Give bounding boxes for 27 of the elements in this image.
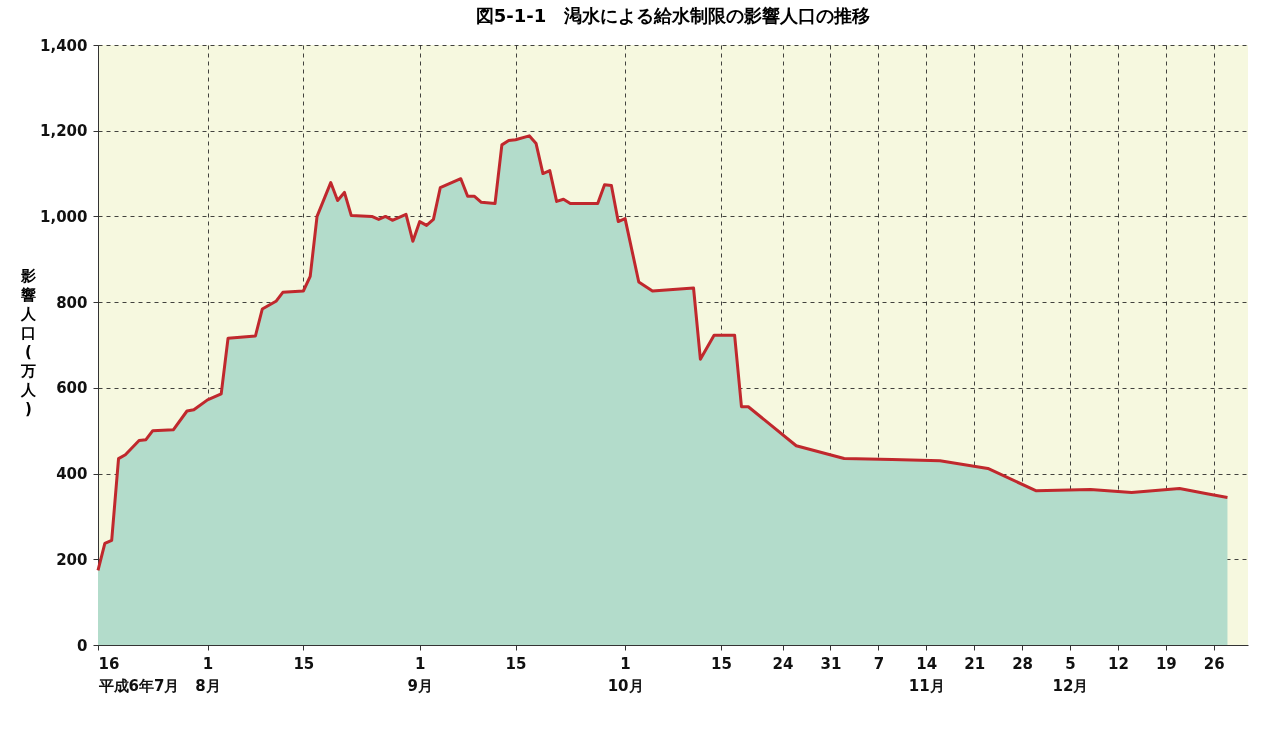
x-tick-label: 21 xyxy=(964,654,986,673)
x-tick-label: 31 xyxy=(820,654,842,673)
x-tick-label: 7 xyxy=(873,654,885,673)
y-tick-label: 200 xyxy=(56,550,88,569)
x-tick-label: 16 平成6年7月 xyxy=(97,654,180,695)
x-tick-label: 14 11月 xyxy=(908,654,945,695)
x-tick-label: 1 8月 xyxy=(195,654,221,695)
x-tick-label: 15 xyxy=(710,654,732,673)
x-tick-label: 19 xyxy=(1155,654,1177,673)
y-tick-label: 0 xyxy=(77,636,88,655)
chart-title: 図5-1-1 渇水による給水制限の影響人口の推移 xyxy=(475,5,871,26)
y-axis-title: 影響人口(万人) xyxy=(20,266,37,418)
x-tick-label: 15 xyxy=(293,654,315,673)
y-tick-label: 400 xyxy=(56,465,88,484)
x-tick-label: 1 10月 xyxy=(607,654,644,695)
x-tick-label: 28 xyxy=(1012,654,1034,673)
x-tick-label: 24 xyxy=(772,654,794,673)
y-tick-label: 1,400 xyxy=(40,36,88,55)
x-tick-label: 1 9月 xyxy=(407,654,433,695)
x-tick-label: 12 xyxy=(1108,654,1129,673)
y-tick-label: 1,200 xyxy=(40,122,88,141)
x-tick-label: 15 xyxy=(505,654,527,673)
y-tick-label: 800 xyxy=(56,293,88,312)
x-tick-label: 5 12月 xyxy=(1052,654,1089,695)
y-tick-label: 1,000 xyxy=(40,207,88,226)
x-tick-label: 26 xyxy=(1203,654,1225,673)
y-tick-label: 600 xyxy=(56,379,88,398)
